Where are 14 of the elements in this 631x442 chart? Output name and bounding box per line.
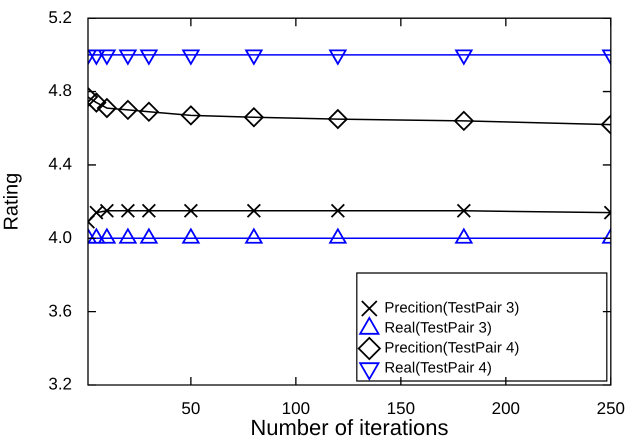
x-tick-label: 50 bbox=[181, 398, 200, 418]
y-tick-label: 4.0 bbox=[48, 228, 72, 247]
y-tick-label: 3.2 bbox=[48, 374, 72, 394]
x-tick-label: 200 bbox=[492, 398, 520, 418]
legend-label: Real(TestPair 3) bbox=[384, 320, 492, 337]
legend-label: Precition(TestPair 3) bbox=[384, 300, 520, 317]
y-tick-label: 4.4 bbox=[48, 154, 72, 174]
y-tick-label: 5.2 bbox=[48, 8, 72, 27]
y-axis-title: Rating bbox=[0, 172, 23, 231]
x-tick-label: 250 bbox=[596, 398, 626, 418]
legend-label: Real(TestPair 4) bbox=[384, 360, 492, 377]
y-tick-label: 4.8 bbox=[48, 81, 72, 100]
y-tick-label: 3.6 bbox=[48, 301, 72, 320]
legend-label: Precition(TestPair 4) bbox=[384, 340, 520, 357]
